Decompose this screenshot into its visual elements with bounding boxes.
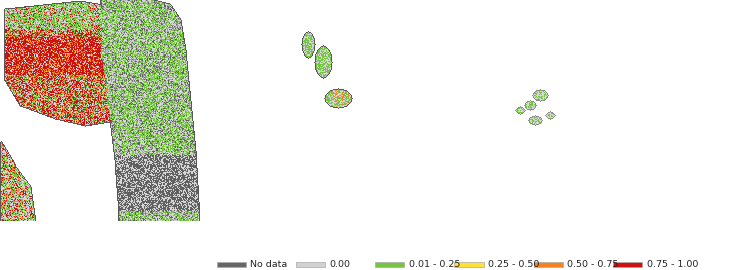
- Bar: [375, 262, 404, 267]
- Text: 0.75 - 1.00: 0.75 - 1.00: [647, 260, 698, 269]
- Text: 0.00: 0.00: [330, 260, 351, 269]
- Text: 0.25 - 0.50: 0.25 - 0.50: [488, 260, 539, 269]
- Bar: [613, 262, 642, 267]
- Text: No data: No data: [250, 260, 288, 269]
- Text: 0.01 - 0.25: 0.01 - 0.25: [409, 260, 460, 269]
- Bar: [454, 262, 484, 267]
- Text: 0.50 - 0.75: 0.50 - 0.75: [567, 260, 619, 269]
- Bar: [534, 262, 563, 267]
- Bar: [217, 262, 246, 267]
- Bar: [296, 262, 325, 267]
